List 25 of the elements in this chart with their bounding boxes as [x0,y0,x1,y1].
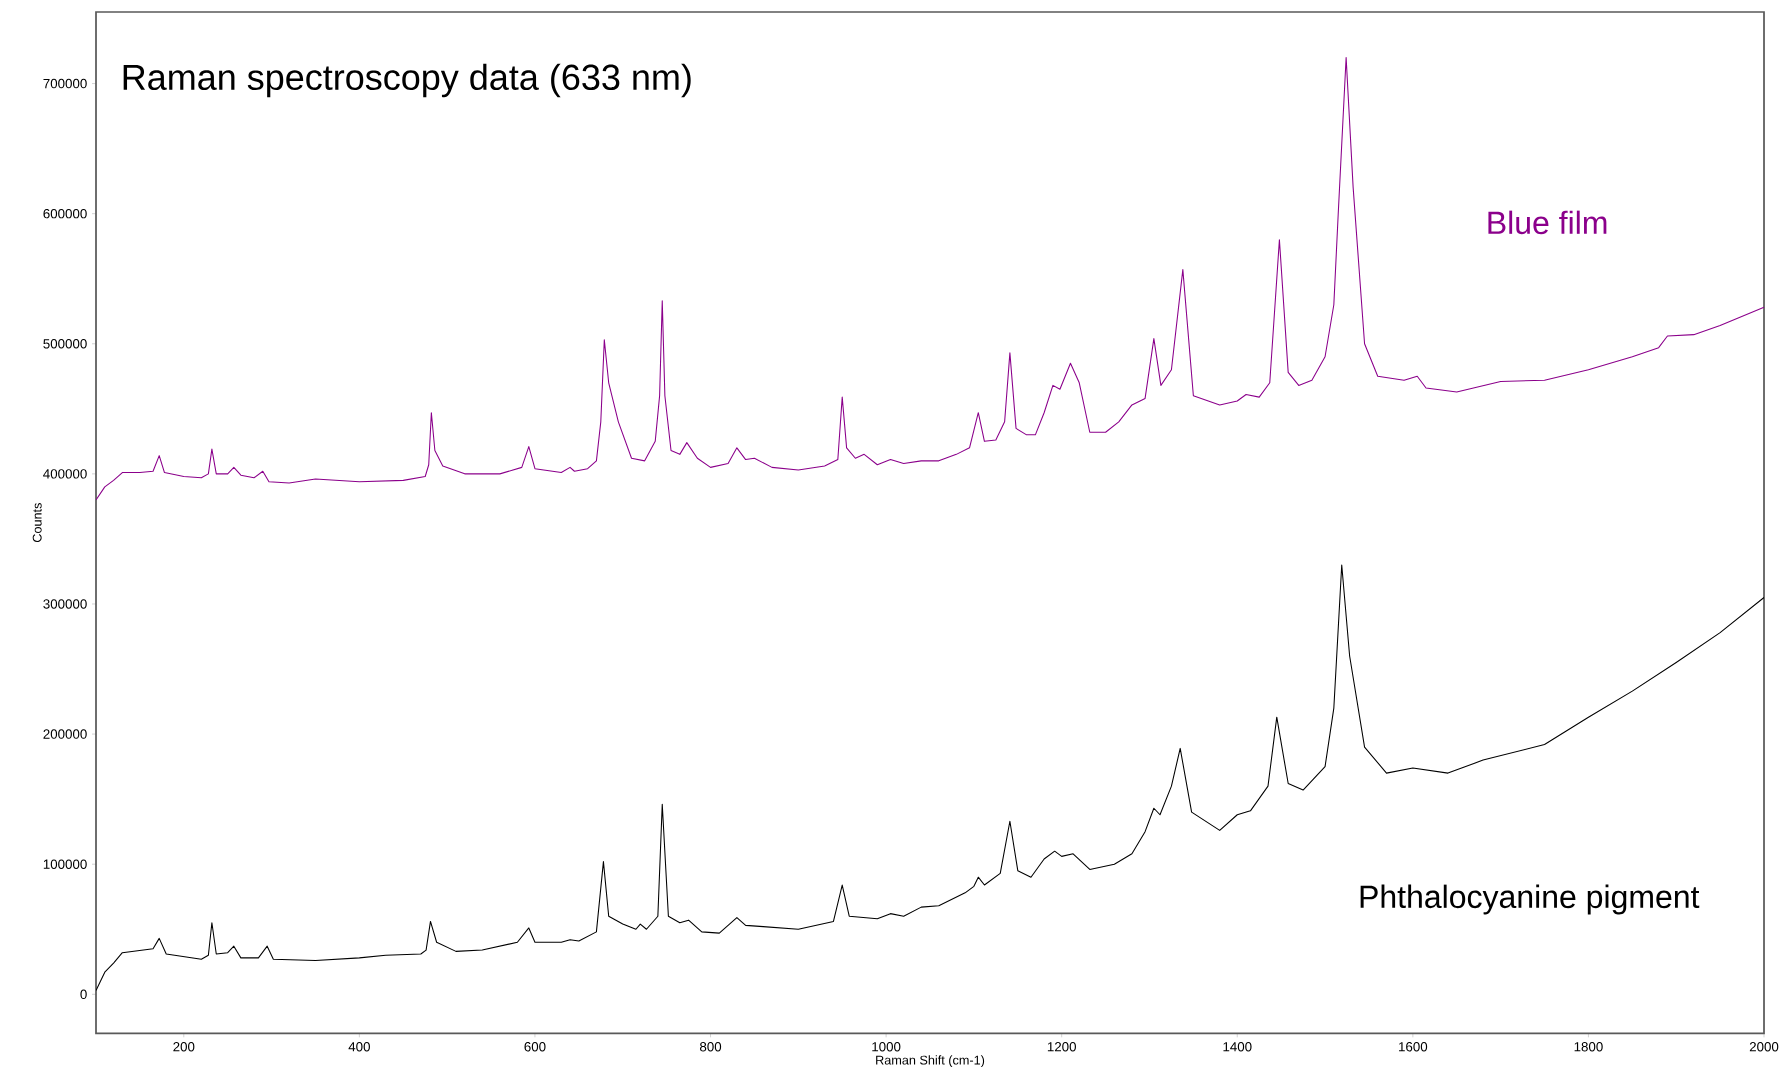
x-tick-label: 1600 [1399,1042,1428,1052]
x-tick-label: 2000 [1749,1042,1779,1052]
y-tick-label: 0 [80,989,87,1000]
y-tick-label: 500000 [43,339,87,349]
x-axis-title: Raman Shift (cm-1) [876,1055,985,1068]
line-series [96,564,1765,991]
y-tick-label: 600000 [43,208,87,219]
y-tick-label: 400000 [43,469,87,479]
x-tick-label: 1800 [1574,1042,1603,1052]
y-axis-title: Counts [32,503,42,543]
y-tick-label: 300000 [43,599,87,609]
text: Raman spectroscopy data (633 nm) [123,63,691,98]
x-tick-label: 800 [699,1042,722,1052]
x-tick-label: 600 [524,1042,546,1052]
x-tick-label: 1000 [872,1042,901,1052]
line-series [96,56,1765,501]
x-tick-label: 400 [348,1042,370,1052]
x-tick-label: 1400 [1223,1042,1252,1052]
y-tick-label: 700000 [43,78,87,89]
text: Blue film [1488,210,1607,235]
x-tick-label: 1200 [1047,1042,1076,1052]
x-tick-label: 200 [173,1042,195,1052]
text: Phthalocyanine pigment [1360,884,1700,915]
y-tick-label: 100000 [43,859,87,869]
y-tick-label: 200000 [43,729,87,739]
